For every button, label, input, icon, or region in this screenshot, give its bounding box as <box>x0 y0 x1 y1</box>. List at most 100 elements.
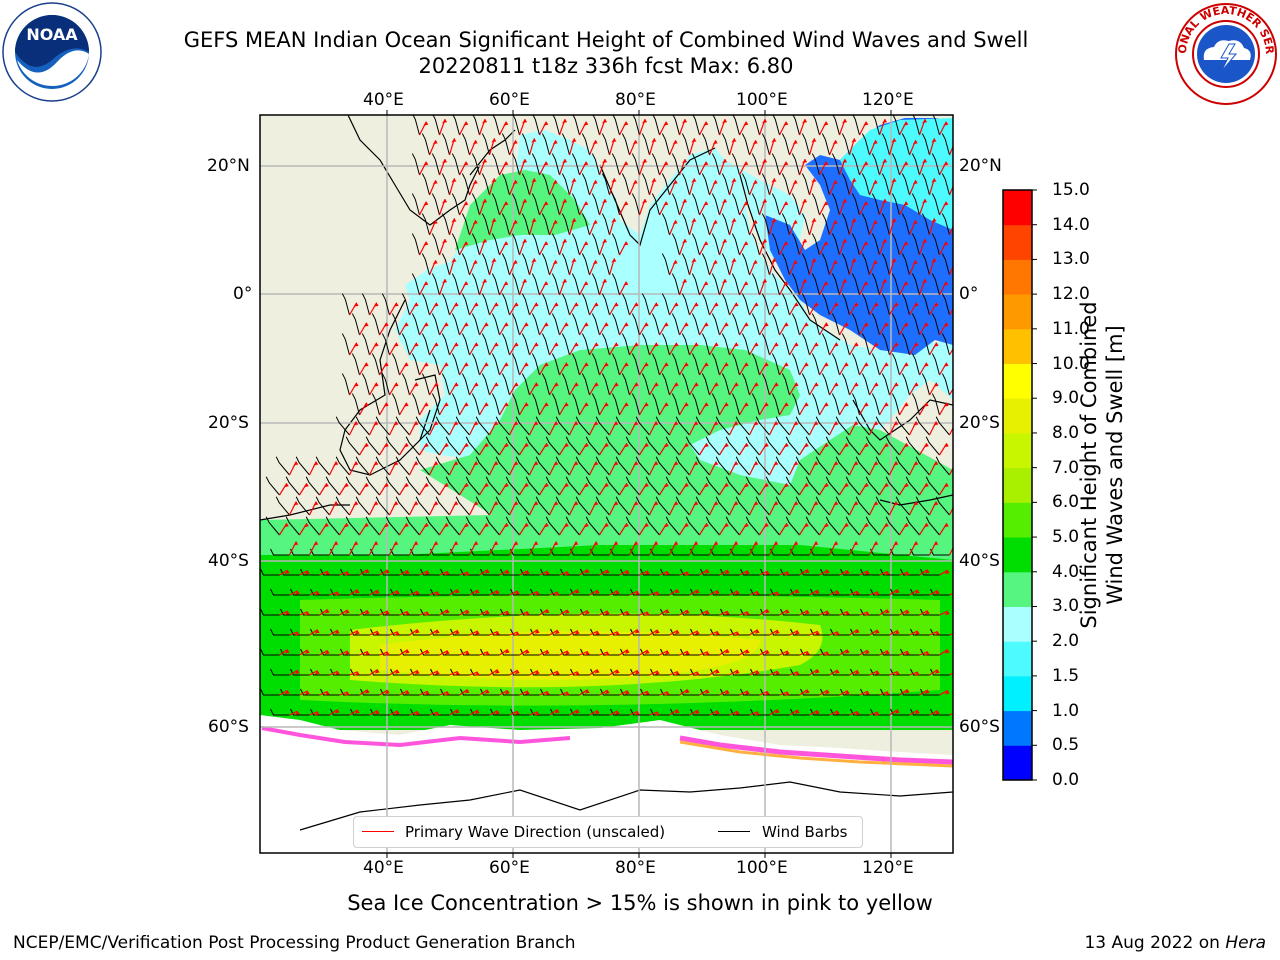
wind-barb <box>490 588 510 596</box>
wave-arrow-head <box>364 610 370 615</box>
wave-arrow-head <box>833 501 839 506</box>
wind-barb <box>435 456 450 476</box>
wind-barb <box>565 476 580 496</box>
wind-barb <box>361 333 370 356</box>
wind-barb <box>390 668 410 676</box>
wave-arrow-head <box>463 161 469 166</box>
wave-arrow-head <box>813 541 819 546</box>
wind-barb <box>680 608 700 616</box>
wind-barb <box>635 496 650 516</box>
wind-barb <box>861 373 870 396</box>
wave-direction-arrow <box>869 670 878 676</box>
wave-arrow-head <box>583 121 589 126</box>
wave-arrow-head <box>703 402 709 407</box>
wind-barb <box>760 688 780 696</box>
wave-arrow-head <box>374 669 380 674</box>
wind-barb <box>470 628 490 636</box>
wind-barb <box>810 708 830 716</box>
wind-barb <box>455 416 470 436</box>
wind-barb <box>370 588 390 596</box>
wave-direction-arrow <box>899 609 908 616</box>
wave-arrow-head <box>513 501 519 506</box>
wind-barb <box>591 153 600 176</box>
wave-arrow-head <box>903 201 909 206</box>
wave-arrow-head <box>802 119 808 124</box>
wave-direction-arrow <box>309 629 318 636</box>
wind-barb <box>795 416 810 436</box>
wave-arrow-head <box>513 342 519 347</box>
wave-arrow-head <box>663 201 669 206</box>
wind-barb <box>541 173 550 196</box>
wind-barb <box>640 568 660 576</box>
wave-arrow-head <box>293 501 299 506</box>
wave-arrow-head <box>863 241 869 246</box>
colorbar-segment <box>1003 606 1032 642</box>
wave-arrow-head <box>743 322 749 327</box>
wave-arrow-head <box>313 501 319 506</box>
wave-arrow-head <box>493 421 499 426</box>
wave-direction-arrow <box>609 590 618 596</box>
wind-barb <box>775 496 790 516</box>
wave-direction-arrow <box>609 669 618 676</box>
wave-arrow-head <box>762 199 768 204</box>
wave-arrow-head <box>314 670 320 675</box>
wind-barb <box>611 153 620 176</box>
wind-barb <box>645 436 660 456</box>
wave-direction-arrow <box>859 690 868 696</box>
wave-direction-arrow <box>579 568 588 576</box>
wave-direction-arrow <box>649 711 658 716</box>
wave-arrow-head <box>424 570 430 575</box>
wave-arrow-head <box>955 670 960 674</box>
wave-arrow-head <box>444 609 450 614</box>
wind-barb <box>380 568 400 576</box>
wave-direction-arrow <box>799 568 808 576</box>
wave-direction-arrow <box>379 689 388 696</box>
wind-barb <box>280 648 300 656</box>
lat-label-right-60s: 60°S <box>959 717 1000 737</box>
wave-direction-arrow <box>499 648 508 656</box>
wind-barb <box>371 353 380 376</box>
wave-arrow-head <box>423 523 429 528</box>
wave-arrow-head <box>891 178 897 183</box>
wave-direction-arrow <box>679 609 688 616</box>
wind-barb <box>360 648 380 656</box>
wave-direction-arrow <box>319 570 328 576</box>
wind-barb <box>641 333 650 356</box>
wave-direction-arrow <box>469 630 478 636</box>
wind-barb <box>710 708 730 716</box>
wave-arrow-head <box>944 649 950 654</box>
wave-arrow-head <box>903 523 909 528</box>
wave-arrow-head <box>633 421 639 426</box>
wave-direction-arrow <box>789 630 798 636</box>
wave-arrow-head <box>743 161 749 166</box>
wind-barb <box>381 373 390 396</box>
wave-arrow-head <box>744 570 750 575</box>
wind-barb <box>371 393 380 416</box>
wind-barb <box>671 353 680 376</box>
wave-arrow-head <box>903 402 909 407</box>
wind-barb <box>901 213 910 236</box>
wind-barb <box>571 273 580 296</box>
wave-arrow-head <box>514 711 520 716</box>
wave-direction-arrow <box>789 589 798 596</box>
wave-arrow-head <box>703 161 709 166</box>
wind-barb <box>625 516 640 536</box>
wave-arrow-head <box>533 461 539 466</box>
map-subtitle-run: 20220811 t18z 336h fcst Max: 6.80 <box>418 54 794 78</box>
wind-barb <box>345 436 360 456</box>
wave-arrow-head <box>724 611 730 616</box>
wind-barb <box>451 393 460 416</box>
wind-barb <box>465 516 480 536</box>
wave-arrow-head <box>931 178 937 183</box>
wave-direction-arrow <box>539 570 548 576</box>
wind-barb <box>320 568 340 576</box>
wind-barb <box>681 213 690 236</box>
wind-barb <box>570 708 590 716</box>
wave-arrow-head <box>512 140 518 145</box>
lon-label-top-100e: 100°E <box>736 90 788 110</box>
wave-arrow-head <box>483 443 489 448</box>
lat-label-right-0: 0° <box>959 284 979 304</box>
wave-arrow-head <box>673 421 679 426</box>
wind-barb <box>881 333 890 356</box>
wave-arrow-head <box>644 691 650 696</box>
